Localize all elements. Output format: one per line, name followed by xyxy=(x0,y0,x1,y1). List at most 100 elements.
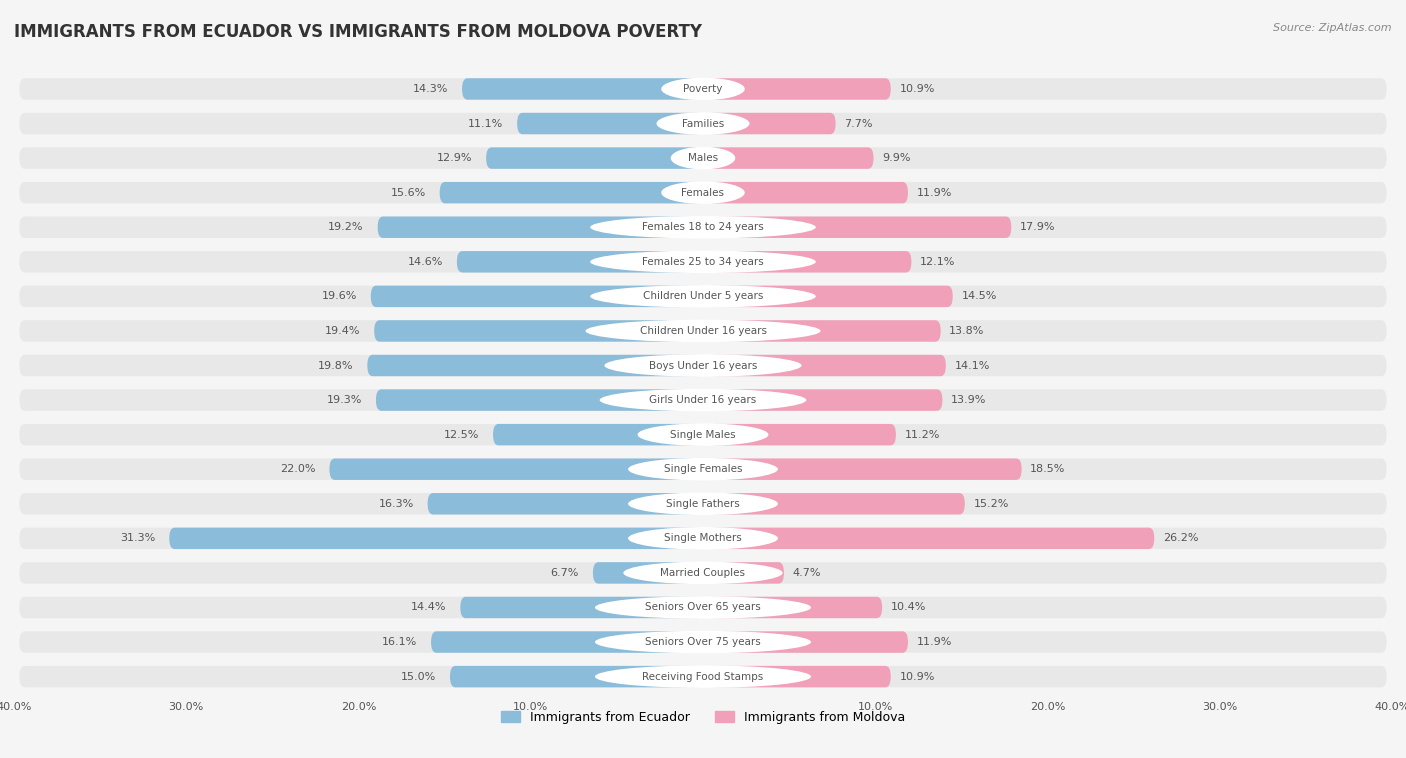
Text: 12.9%: 12.9% xyxy=(437,153,472,163)
Text: 13.8%: 13.8% xyxy=(949,326,984,336)
Text: 22.0%: 22.0% xyxy=(280,464,315,475)
FancyBboxPatch shape xyxy=(20,493,1386,515)
FancyBboxPatch shape xyxy=(374,320,703,342)
FancyBboxPatch shape xyxy=(20,286,1386,307)
Text: 14.1%: 14.1% xyxy=(955,361,990,371)
Text: Source: ZipAtlas.com: Source: ZipAtlas.com xyxy=(1274,23,1392,33)
Text: 11.2%: 11.2% xyxy=(904,430,939,440)
FancyBboxPatch shape xyxy=(20,355,1386,376)
Text: 7.7%: 7.7% xyxy=(844,118,873,129)
Ellipse shape xyxy=(591,216,815,239)
Text: 16.3%: 16.3% xyxy=(378,499,413,509)
Text: 11.9%: 11.9% xyxy=(917,188,952,198)
FancyBboxPatch shape xyxy=(20,424,1386,446)
Text: 14.4%: 14.4% xyxy=(411,603,446,612)
FancyBboxPatch shape xyxy=(709,78,891,100)
Ellipse shape xyxy=(585,320,821,342)
Text: 19.3%: 19.3% xyxy=(326,395,361,405)
Text: 10.9%: 10.9% xyxy=(900,84,935,94)
Text: Boys Under 16 years: Boys Under 16 years xyxy=(648,361,758,371)
FancyBboxPatch shape xyxy=(378,217,703,238)
Text: 15.0%: 15.0% xyxy=(401,672,436,681)
FancyBboxPatch shape xyxy=(709,286,953,307)
FancyBboxPatch shape xyxy=(463,78,703,100)
Ellipse shape xyxy=(661,181,745,204)
Text: Poverty: Poverty xyxy=(683,84,723,94)
FancyBboxPatch shape xyxy=(457,251,703,273)
FancyBboxPatch shape xyxy=(20,597,1386,619)
Text: 14.5%: 14.5% xyxy=(962,291,997,302)
Text: Girls Under 16 years: Girls Under 16 years xyxy=(650,395,756,405)
Text: 15.6%: 15.6% xyxy=(391,188,426,198)
FancyBboxPatch shape xyxy=(709,390,942,411)
FancyBboxPatch shape xyxy=(329,459,703,480)
Ellipse shape xyxy=(628,458,778,481)
FancyBboxPatch shape xyxy=(709,217,1011,238)
FancyBboxPatch shape xyxy=(20,562,1386,584)
FancyBboxPatch shape xyxy=(450,666,703,688)
Text: Females 25 to 34 years: Females 25 to 34 years xyxy=(643,257,763,267)
Text: Children Under 16 years: Children Under 16 years xyxy=(640,326,766,336)
FancyBboxPatch shape xyxy=(709,182,908,203)
Text: Females: Females xyxy=(682,188,724,198)
FancyBboxPatch shape xyxy=(709,459,1022,480)
Ellipse shape xyxy=(595,631,811,653)
Text: 13.9%: 13.9% xyxy=(950,395,987,405)
Text: 19.4%: 19.4% xyxy=(325,326,360,336)
Text: 4.7%: 4.7% xyxy=(793,568,821,578)
Ellipse shape xyxy=(591,251,815,273)
Text: 14.3%: 14.3% xyxy=(413,84,449,94)
Text: Single Males: Single Males xyxy=(671,430,735,440)
FancyBboxPatch shape xyxy=(20,320,1386,342)
Text: Receiving Food Stamps: Receiving Food Stamps xyxy=(643,672,763,681)
Text: 14.6%: 14.6% xyxy=(408,257,443,267)
Text: Married Couples: Married Couples xyxy=(661,568,745,578)
FancyBboxPatch shape xyxy=(371,286,703,307)
FancyBboxPatch shape xyxy=(709,493,965,515)
Text: 11.1%: 11.1% xyxy=(468,118,503,129)
Text: IMMIGRANTS FROM ECUADOR VS IMMIGRANTS FROM MOLDOVA POVERTY: IMMIGRANTS FROM ECUADOR VS IMMIGRANTS FR… xyxy=(14,23,702,41)
Ellipse shape xyxy=(657,112,749,135)
FancyBboxPatch shape xyxy=(593,562,703,584)
Text: Children Under 5 years: Children Under 5 years xyxy=(643,291,763,302)
FancyBboxPatch shape xyxy=(375,390,703,411)
FancyBboxPatch shape xyxy=(20,528,1386,549)
Text: 17.9%: 17.9% xyxy=(1019,222,1056,232)
Text: 12.1%: 12.1% xyxy=(920,257,956,267)
Text: Single Fathers: Single Fathers xyxy=(666,499,740,509)
FancyBboxPatch shape xyxy=(427,493,703,515)
Text: 19.8%: 19.8% xyxy=(318,361,353,371)
FancyBboxPatch shape xyxy=(440,182,703,203)
FancyBboxPatch shape xyxy=(20,147,1386,169)
Ellipse shape xyxy=(623,562,783,584)
Text: 15.2%: 15.2% xyxy=(973,499,1008,509)
FancyBboxPatch shape xyxy=(709,562,785,584)
Text: 19.6%: 19.6% xyxy=(322,291,357,302)
Ellipse shape xyxy=(628,527,778,550)
FancyBboxPatch shape xyxy=(709,147,873,169)
Ellipse shape xyxy=(599,389,807,412)
FancyBboxPatch shape xyxy=(20,666,1386,688)
Ellipse shape xyxy=(595,666,811,688)
Text: 19.2%: 19.2% xyxy=(328,222,364,232)
FancyBboxPatch shape xyxy=(709,113,835,134)
Text: 18.5%: 18.5% xyxy=(1031,464,1066,475)
FancyBboxPatch shape xyxy=(517,113,703,134)
FancyBboxPatch shape xyxy=(709,631,908,653)
FancyBboxPatch shape xyxy=(20,459,1386,480)
Text: 6.7%: 6.7% xyxy=(551,568,579,578)
FancyBboxPatch shape xyxy=(709,320,941,342)
Ellipse shape xyxy=(628,493,778,515)
FancyBboxPatch shape xyxy=(20,390,1386,411)
FancyBboxPatch shape xyxy=(20,78,1386,100)
Text: Single Females: Single Females xyxy=(664,464,742,475)
Text: 10.9%: 10.9% xyxy=(900,672,935,681)
FancyBboxPatch shape xyxy=(486,147,703,169)
Text: Females 18 to 24 years: Females 18 to 24 years xyxy=(643,222,763,232)
Text: Seniors Over 65 years: Seniors Over 65 years xyxy=(645,603,761,612)
FancyBboxPatch shape xyxy=(709,251,911,273)
FancyBboxPatch shape xyxy=(709,355,946,376)
FancyBboxPatch shape xyxy=(709,597,882,619)
Text: Seniors Over 75 years: Seniors Over 75 years xyxy=(645,637,761,647)
FancyBboxPatch shape xyxy=(20,182,1386,203)
